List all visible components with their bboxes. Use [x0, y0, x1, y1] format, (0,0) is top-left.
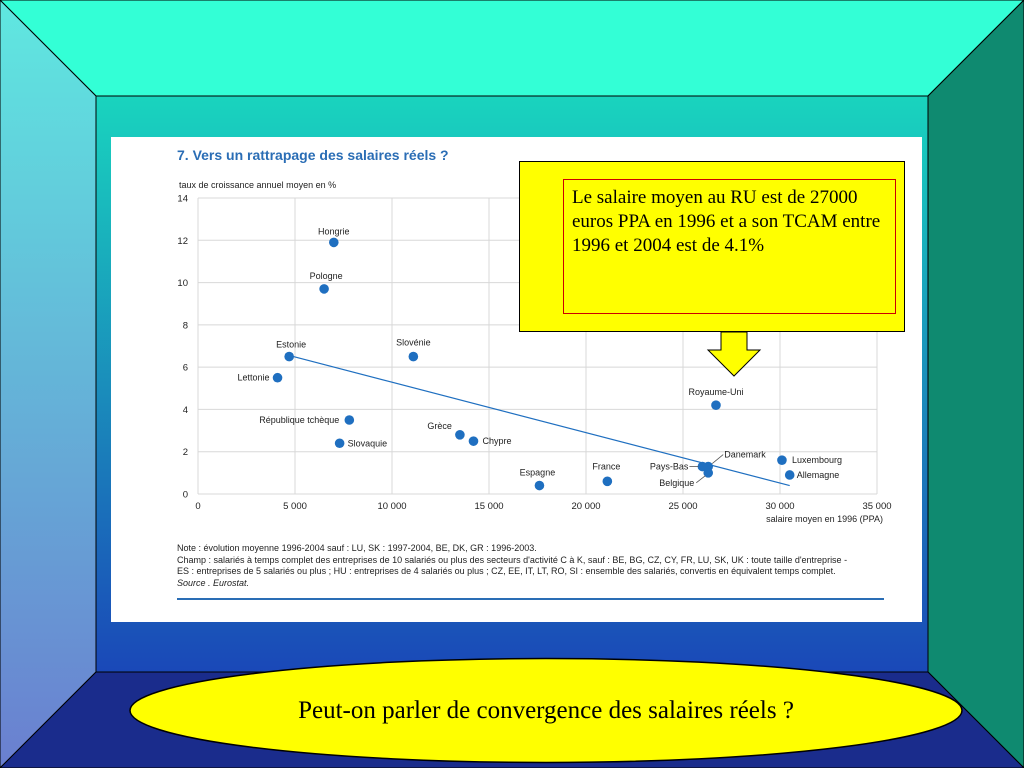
down-arrow-icon [706, 332, 762, 377]
x-tick-label: 30 000 [765, 501, 794, 512]
y-tick-label: 2 [183, 447, 188, 458]
x-tick-label: 10 000 [377, 501, 406, 512]
y-tick-label: 8 [183, 320, 188, 331]
point-label: Belgique [659, 478, 694, 488]
point-label: Slovaquie [348, 438, 388, 448]
point-label: Espagne [520, 468, 556, 478]
x-tick-label: 5 000 [283, 501, 307, 512]
data-point [534, 480, 545, 491]
note-line-1: Note : évolution moyenne 1996-2004 sauf … [177, 543, 537, 553]
y-tick-label: 0 [183, 490, 188, 501]
point-label: France [592, 461, 620, 471]
data-point [784, 470, 795, 480]
y-tick-label: 14 [177, 194, 188, 205]
point-label: Pologne [310, 271, 343, 281]
data-point [455, 430, 465, 440]
point-label: Hongrie [318, 226, 350, 236]
data-point [334, 438, 345, 449]
point-label: Luxembourg [792, 455, 842, 465]
question-text: Peut-on parler de convergence des salair… [298, 696, 794, 724]
point-label: Pays-Bas [650, 462, 689, 472]
y-axis-label: taux de croissance annuel moyen en % [179, 180, 336, 190]
x-tick-label: 25 000 [668, 501, 697, 512]
point-label: Grèce [427, 421, 452, 431]
data-point [697, 461, 708, 472]
x-tick-label: 20 000 [571, 501, 600, 512]
data-point [602, 476, 613, 487]
note-source: Source . Eurostat. [177, 577, 250, 588]
point-label: Lettonie [238, 373, 270, 383]
data-point [703, 468, 714, 478]
y-tick-label: 10 [177, 278, 188, 289]
y-tick-label: 12 [177, 236, 188, 247]
data-point [468, 436, 479, 446]
y-tick-label: 6 [183, 363, 188, 374]
frame-top [0, 0, 1024, 97]
point-label: Estonie [276, 340, 306, 350]
callout-box: Le salaire moyen au RU est de 27000 euro… [519, 161, 905, 332]
x-axis-label: salaire moyen en 1996 (PPA) [766, 514, 883, 524]
x-tick-label: 15 000 [474, 501, 503, 512]
frame-right [927, 0, 1024, 768]
note-line-2: Champ : salariés à temps complet des ent… [177, 554, 848, 565]
point-label: Danemark [724, 450, 766, 460]
note-line-3: ES : entreprises de 5 salariés ou plus ;… [177, 566, 836, 576]
point-label: République tchèque [259, 415, 339, 425]
data-point [329, 237, 339, 248]
chart-notes: Note : évolution moyenne 1996-2004 sauf … [177, 543, 897, 589]
x-tick-label: 35 000 [862, 501, 891, 512]
point-label: Chypre [482, 436, 511, 446]
data-point [272, 372, 283, 383]
point-label: Royaume-Uni [688, 387, 743, 397]
y-tick-label: 4 [183, 405, 188, 416]
data-point [344, 415, 355, 425]
point-label: Allemagne [797, 470, 840, 480]
callout-text: Le salaire moyen au RU est de 27000 euro… [563, 179, 896, 314]
x-tick-label: 0 [195, 501, 200, 512]
notes-divider [177, 598, 884, 600]
data-point [408, 351, 419, 362]
data-point [284, 351, 294, 362]
point-label: Slovénie [396, 338, 431, 348]
data-point [777, 455, 787, 465]
leader-line [695, 475, 706, 484]
data-point [319, 284, 329, 294]
frame-left [0, 0, 97, 768]
question-ellipse [129, 657, 963, 764]
data-point [711, 400, 721, 411]
leader-line [711, 454, 724, 464]
chart-title: 7. Vers un rattrapage des salaires réels… [177, 147, 449, 163]
